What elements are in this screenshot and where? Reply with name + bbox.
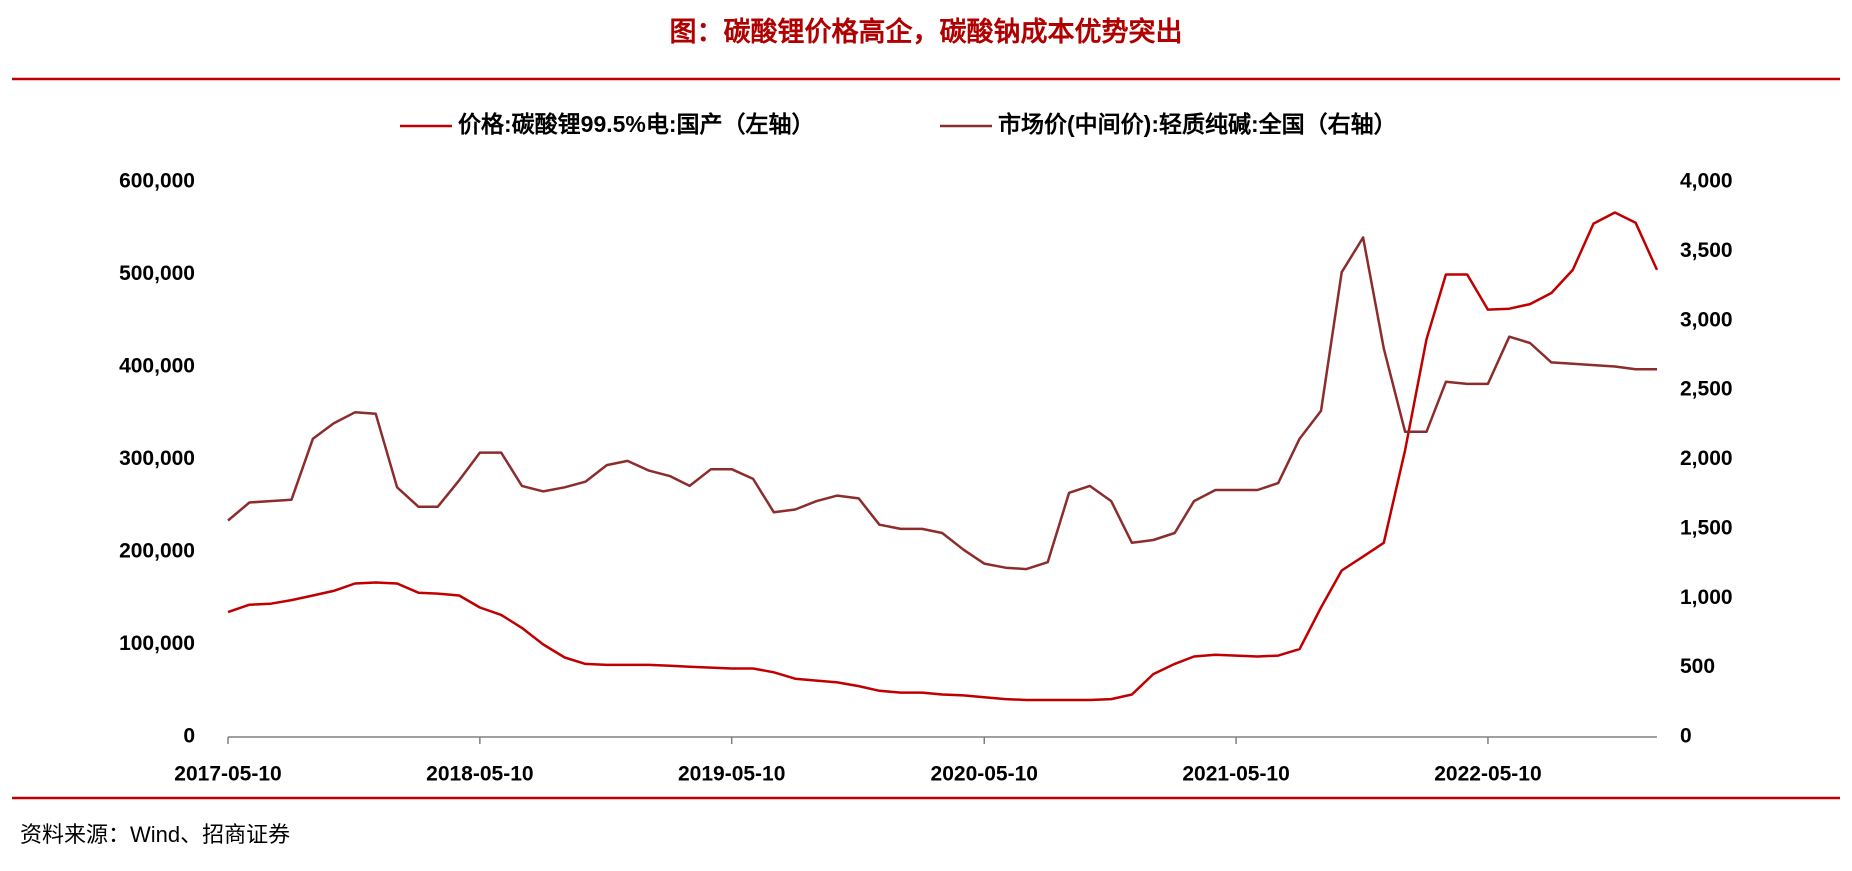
x-tick-label: 2020-05-10 bbox=[931, 763, 1038, 786]
y2-tick-label: 500 bbox=[1680, 655, 1715, 678]
series-line bbox=[227, 211, 1659, 702]
y2-tick-label: 1,000 bbox=[1680, 586, 1733, 609]
y2-tick-label: 4,000 bbox=[1680, 170, 1733, 193]
y-tick-label: 600,000 bbox=[119, 170, 195, 193]
x-tick-label: 2021-05-10 bbox=[1182, 763, 1289, 786]
legend-label: 市场价(中间价):轻质纯碱:全国（右轴） bbox=[998, 111, 1397, 137]
y-tick-label: 400,000 bbox=[119, 355, 195, 378]
series-line bbox=[227, 236, 1657, 571]
y-tick-label: 300,000 bbox=[119, 447, 195, 470]
y-tick-label: 0 bbox=[183, 725, 195, 748]
x-tick-label: 2018-05-10 bbox=[426, 763, 533, 786]
legend-label: 价格:碳酸锂99.5%电:国产（左轴） bbox=[458, 111, 815, 137]
y2-tick-label: 1,500 bbox=[1680, 516, 1733, 539]
x-tick-label: 2022-05-10 bbox=[1434, 763, 1541, 786]
x-tick-label: 2019-05-10 bbox=[678, 763, 785, 786]
chart-title: 图：碳酸锂价格高企，碳酸钠成本优势突出 bbox=[670, 16, 1183, 47]
y2-tick-label: 2,500 bbox=[1680, 378, 1733, 401]
y-tick-label: 100,000 bbox=[119, 632, 195, 655]
source-note: 资料来源：Wind、招商证券 bbox=[20, 822, 290, 847]
x-tick-label: 2017-05-10 bbox=[174, 763, 281, 786]
y-tick-label: 200,000 bbox=[119, 540, 195, 563]
y2-tick-label: 3,000 bbox=[1680, 308, 1733, 331]
y2-tick-label: 3,500 bbox=[1680, 239, 1733, 262]
y-tick-label: 500,000 bbox=[119, 262, 195, 285]
y2-tick-label: 0 bbox=[1680, 725, 1692, 748]
y2-tick-label: 2,000 bbox=[1680, 447, 1733, 470]
